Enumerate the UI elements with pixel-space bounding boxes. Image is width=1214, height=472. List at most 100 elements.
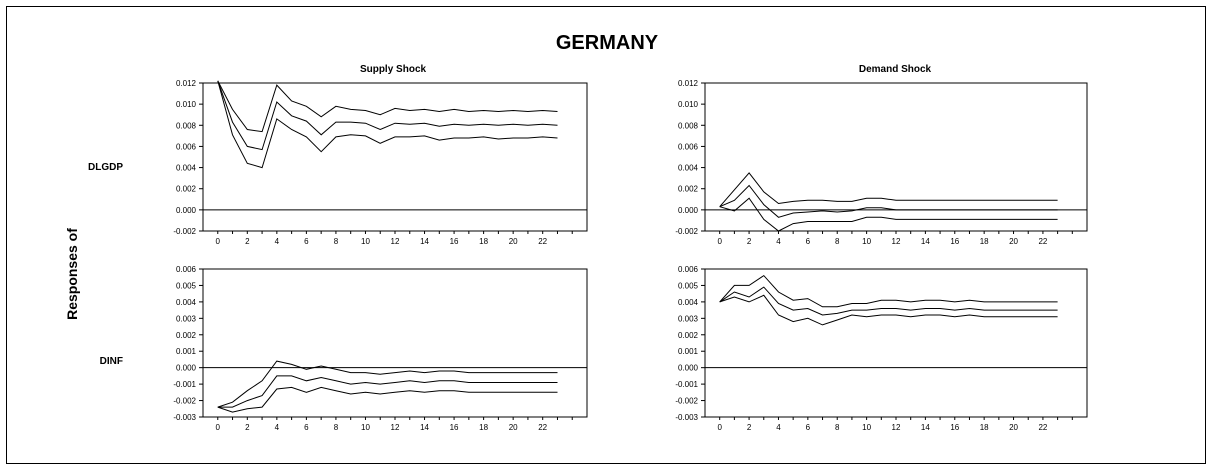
figure-title: GERMANY (556, 32, 659, 54)
y-tick-label: 0.006 (678, 142, 699, 151)
x-tick-label: 10 (361, 237, 370, 246)
x-tick-label: 4 (275, 423, 280, 432)
y-tick-label: 0.006 (176, 265, 197, 274)
x-tick-label: 20 (509, 423, 518, 432)
y-tick-label: 0.012 (176, 79, 197, 88)
y-tick-label: 0.012 (678, 79, 699, 88)
series-line-response (218, 81, 558, 150)
series-line-upper-band (720, 276, 1058, 307)
x-tick-label: 18 (479, 237, 488, 246)
x-tick-label: 20 (1009, 423, 1018, 432)
x-tick-label: 4 (776, 237, 781, 246)
y-tick-label: 0.000 (678, 364, 699, 373)
x-tick-label: 22 (1038, 237, 1047, 246)
x-tick-label: 14 (420, 237, 429, 246)
x-tick-label: 22 (538, 237, 547, 246)
row-label-dinf: DINF (100, 356, 123, 367)
x-tick-label: 0 (216, 237, 221, 246)
x-tick-label: 12 (892, 237, 901, 246)
figure-frame: GERMANY Responses of DLGDP DINF Supply S… (6, 6, 1206, 464)
figure-ylabel: Responses of (64, 228, 80, 320)
x-tick-label: 22 (1038, 423, 1047, 432)
series-line-lower-band (218, 387, 558, 412)
series-line-upper-band (218, 81, 558, 132)
x-tick-label: 8 (334, 237, 339, 246)
x-tick-label: 20 (1009, 237, 1018, 246)
x-tick-label: 10 (361, 423, 370, 432)
y-tick-label: 0.004 (678, 164, 699, 173)
x-tick-label: 12 (391, 423, 400, 432)
x-tick-label: 2 (245, 237, 250, 246)
y-tick-label: 0.000 (678, 206, 699, 215)
y-tick-label: 0.002 (176, 331, 197, 340)
x-tick-label: 6 (304, 237, 309, 246)
x-tick-label: 18 (980, 237, 989, 246)
y-tick-label: 0.008 (678, 121, 699, 130)
x-tick-label: 2 (747, 237, 752, 246)
y-tick-label: 0.002 (678, 331, 699, 340)
x-tick-label: 0 (717, 237, 722, 246)
series-line-lower-band (720, 198, 1058, 231)
y-tick-label: 0.005 (176, 281, 197, 290)
x-tick-label: 6 (304, 423, 309, 432)
y-tick-label: 0.004 (176, 298, 197, 307)
col-title-supply: Supply Shock (360, 64, 427, 75)
series-line-response (218, 376, 558, 407)
x-tick-label: 0 (216, 423, 221, 432)
x-tick-label: 8 (835, 237, 840, 246)
x-tick-label: 16 (950, 423, 959, 432)
x-tick-label: 2 (747, 423, 752, 432)
y-tick-label: 0.006 (678, 265, 699, 274)
panel-dlgdp-demand: 0.012 0.010 0.008 0.006 0.004 0.002 0.000 -0.00… (675, 79, 1087, 246)
x-tick-label: 18 (479, 423, 488, 432)
series-line-response (720, 186, 1058, 218)
x-tick-label: 16 (950, 237, 959, 246)
y-tick-label: 0.010 (176, 100, 197, 109)
x-tick-label: 16 (450, 237, 459, 246)
y-tick-label: 0.003 (678, 314, 699, 323)
x-tick-label: 0 (717, 423, 722, 432)
panel-dlgdp-supply: 0.012 0.010 0.008 0.006 0.004 0.002 0.000 -0.00… (173, 79, 587, 246)
plot-frame-dinf-supply (203, 269, 587, 417)
row-label-dlgdp: DLGDP (88, 162, 123, 173)
col-title-demand: Demand Shock (859, 64, 932, 75)
y-tick-label: -0.002 (675, 227, 698, 236)
y-tick-label: 0.008 (176, 121, 197, 130)
x-tick-label: 12 (391, 237, 400, 246)
x-tick-label: 10 (862, 423, 871, 432)
y-tick-label: 0.001 (678, 347, 699, 356)
x-tick-label: 18 (980, 423, 989, 432)
y-tick-label: -0.002 (675, 397, 698, 406)
plot-frame-dlgdp-supply (203, 83, 587, 231)
y-tick-label: 0.004 (678, 298, 699, 307)
panel-dinf-demand: 0.006 0.005 0.004 0.003 0.002 0.001 0.000 -0.00… (675, 265, 1087, 432)
x-tick-label: 14 (921, 423, 930, 432)
y-tick-label: 0.010 (678, 100, 699, 109)
y-tick-label: -0.003 (675, 413, 698, 422)
x-tick-label: 20 (509, 237, 518, 246)
y-tick-label: 0.004 (176, 164, 197, 173)
x-tick-label: 14 (921, 237, 930, 246)
y-tick-label: 0.002 (176, 185, 197, 194)
x-tick-label: 8 (835, 423, 840, 432)
y-tick-label: 0.006 (176, 142, 197, 151)
x-tick-label: 22 (538, 423, 547, 432)
y-tick-label: -0.001 (675, 380, 698, 389)
y-tick-label: -0.001 (173, 380, 196, 389)
y-tick-label: 0.005 (678, 281, 699, 290)
x-tick-label: 4 (776, 423, 781, 432)
y-tick-label: 0.001 (176, 347, 197, 356)
series-line-upper-band (720, 173, 1058, 207)
plot-frame-dinf-demand (705, 269, 1087, 417)
y-tick-label: -0.002 (173, 227, 196, 236)
y-tick-label: 0.000 (176, 364, 197, 373)
x-tick-label: 8 (334, 423, 339, 432)
x-tick-label: 4 (275, 237, 280, 246)
y-tick-label: 0.002 (678, 185, 699, 194)
x-tick-label: 6 (806, 423, 811, 432)
impulse-response-figure: GERMANY Responses of DLGDP DINF Supply S… (7, 7, 1207, 465)
x-tick-label: 14 (420, 423, 429, 432)
y-tick-label: 0.000 (176, 206, 197, 215)
panel-dinf-supply: 0.006 0.005 0.004 0.003 0.002 0.001 0.000 -0.00… (173, 265, 587, 432)
x-tick-label: 6 (806, 237, 811, 246)
